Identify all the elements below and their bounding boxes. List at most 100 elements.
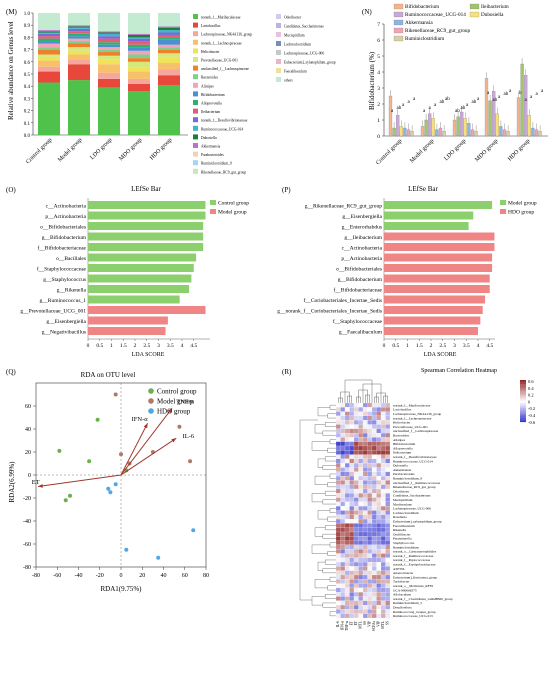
m-legend-label: Dubosiella [201,136,217,140]
o-bar [88,285,190,293]
r-heat-cell [344,454,350,459]
m-legend-label: Lachnospiraceae_NK4A136_group [201,33,252,37]
panel-R-letter: (R) [282,368,292,376]
r-row-label: Alloprevotella [393,446,413,450]
m-legend-swatch [193,48,198,54]
r-heat-cell [362,523,368,528]
r-heat-cell [380,557,386,563]
r-heat-cell [362,433,368,438]
r-heat-cell [358,531,364,537]
m-bar-segment [68,80,90,135]
r-heat-cell [340,583,346,588]
r-dendro-branch [329,508,336,513]
r-heat-cell [353,549,359,554]
n-sig-letter: ab [472,100,477,105]
r-heat-cell [358,458,364,464]
m-bar-segment [158,32,180,35]
r-heat-cell [335,471,341,477]
r-heat-cell [367,497,373,502]
n-tick-label: 2 [377,102,380,108]
r-heat-cell [376,574,382,580]
r-heat-cell [376,437,382,442]
n-sig-letter: a [423,109,426,114]
r-heat-cell [380,506,386,511]
r-heat-cell [344,600,350,606]
r-scale-step [520,398,526,400]
r-heat-cell [344,531,350,537]
p-tick-label: 3 [453,343,456,349]
p-legend-swatch [500,200,506,205]
r-heat-cell [349,407,355,412]
r-heat-cell [335,570,341,576]
r-heat-cell [380,514,386,520]
r-heat-cell [385,562,391,567]
r-heat-cell [349,471,355,477]
r-heat-cell [344,570,350,576]
r-heat-cell [358,583,364,588]
r-heat-cell [371,579,377,584]
r-heat-cell [340,531,346,537]
r-heat-cell [376,428,382,434]
m-legend-label: Ileibacterium [201,110,220,114]
r-heat-cell [358,549,364,554]
r-row-label: Anaerotruncus [393,571,414,575]
p-label: p__Actinobacteria [341,256,382,262]
r-heat-cell [344,574,350,580]
r-heat-cell [340,587,346,593]
n-xlabel: MDO group [474,138,499,163]
r-heat-cell [353,596,359,601]
n-bar [420,126,425,137]
r-dendro-branch [329,439,336,445]
r-heat-cell [358,570,364,576]
p-bar [384,306,483,314]
r-heat-cell [367,536,373,541]
q-point-control [87,459,92,464]
m-bar-segment [68,47,90,51]
r-heat-cell [335,596,341,601]
r-heat-cell [349,544,355,550]
n-sig-letter: a [541,89,544,94]
r-heat-cell [362,402,368,408]
r-heat-cell [371,566,377,571]
m-bar-segment [158,30,180,33]
r-heat-cell [335,402,341,408]
m-legend-label: others [284,79,293,83]
r-heat-cell [358,497,364,502]
r-dendro-branch [327,447,336,453]
n-tick-label: 5 [377,54,380,60]
m-bar-segment [128,41,150,45]
r-heat-cell [335,437,341,442]
r-heat-cell [353,445,359,451]
r-heat-cell [340,471,346,477]
r-heat-cell [380,411,386,416]
r-heat-cell [358,488,364,494]
r-heat-cell [376,553,382,558]
r-heat-cell [385,570,391,576]
r-heat-cell [344,519,350,524]
r-heat-cell [358,523,364,528]
r-heat-cell [376,562,382,567]
m-bar-segment [38,71,60,83]
r-heat-cell [344,583,350,588]
m-bar-segment [158,39,180,45]
q-ytick-label: 60 [25,404,31,410]
r-heat-cell [344,463,350,468]
r-dendro-branch [325,594,336,599]
m-bar-segment [98,72,120,79]
r-heat-cell [371,527,377,533]
r-heat-cell [344,566,350,571]
p-label: g__Rikenellaceae_RC9_gut_group [305,204,383,210]
r-dendro-branch [322,602,336,608]
r-heat-cell [358,609,364,614]
r-dendro-branch [327,585,336,591]
n-sig-letter: ab [440,100,445,105]
r-heat-cell [376,480,382,485]
r-heat-cell [340,574,346,580]
r-heat-cell [340,411,346,416]
r-heat-cell [362,544,368,550]
r-heat-cell [380,566,386,571]
n-sig-letter: ab [445,97,450,102]
r-heat-cell [353,433,359,438]
r-heat-cell [380,407,386,412]
q-point-control [63,498,68,503]
